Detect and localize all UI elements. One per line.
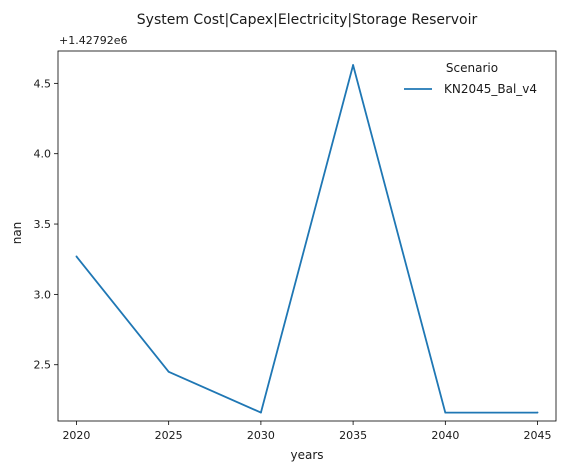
data-point xyxy=(444,411,447,414)
plot-frame xyxy=(57,50,557,422)
legend-title: Scenario xyxy=(446,61,498,75)
series-line xyxy=(75,64,538,414)
chart-title: System Cost|Capex|Electricity|Storage Re… xyxy=(137,12,478,28)
y-tick-label: 3.5 xyxy=(34,218,52,231)
y-tick-label: 3.0 xyxy=(34,288,52,301)
x-axis-label: years xyxy=(290,448,323,462)
data-point xyxy=(167,370,170,373)
data-point xyxy=(259,411,262,414)
y-offset-label: +1.42792e6 xyxy=(59,34,127,47)
x-tick-label: 2030 xyxy=(247,429,275,442)
legend-entry-label: KN2045_Bal_v4 xyxy=(444,82,537,96)
y-axis-label: nan xyxy=(10,222,24,245)
data-point xyxy=(352,64,355,66)
x-tick-label: 2020 xyxy=(62,429,90,442)
y-tick-label: 4.0 xyxy=(34,148,52,161)
legend: Scenario KN2045_Bal_v4 xyxy=(404,61,537,96)
y-tick-label: 2.5 xyxy=(34,359,52,372)
data-point xyxy=(536,411,539,414)
x-tick-label: 2025 xyxy=(155,429,183,442)
x-tick-label: 2045 xyxy=(524,429,552,442)
plot-area: 2020 2025 2030 2035 2040 2045 2.5 3.0 3.5 4.0 4.5 xyxy=(34,50,557,442)
x-tick-label: 2040 xyxy=(431,429,459,442)
y-tick-label: 4.5 xyxy=(34,77,52,90)
data-point xyxy=(75,255,78,258)
x-tick-label: 2035 xyxy=(339,429,367,442)
